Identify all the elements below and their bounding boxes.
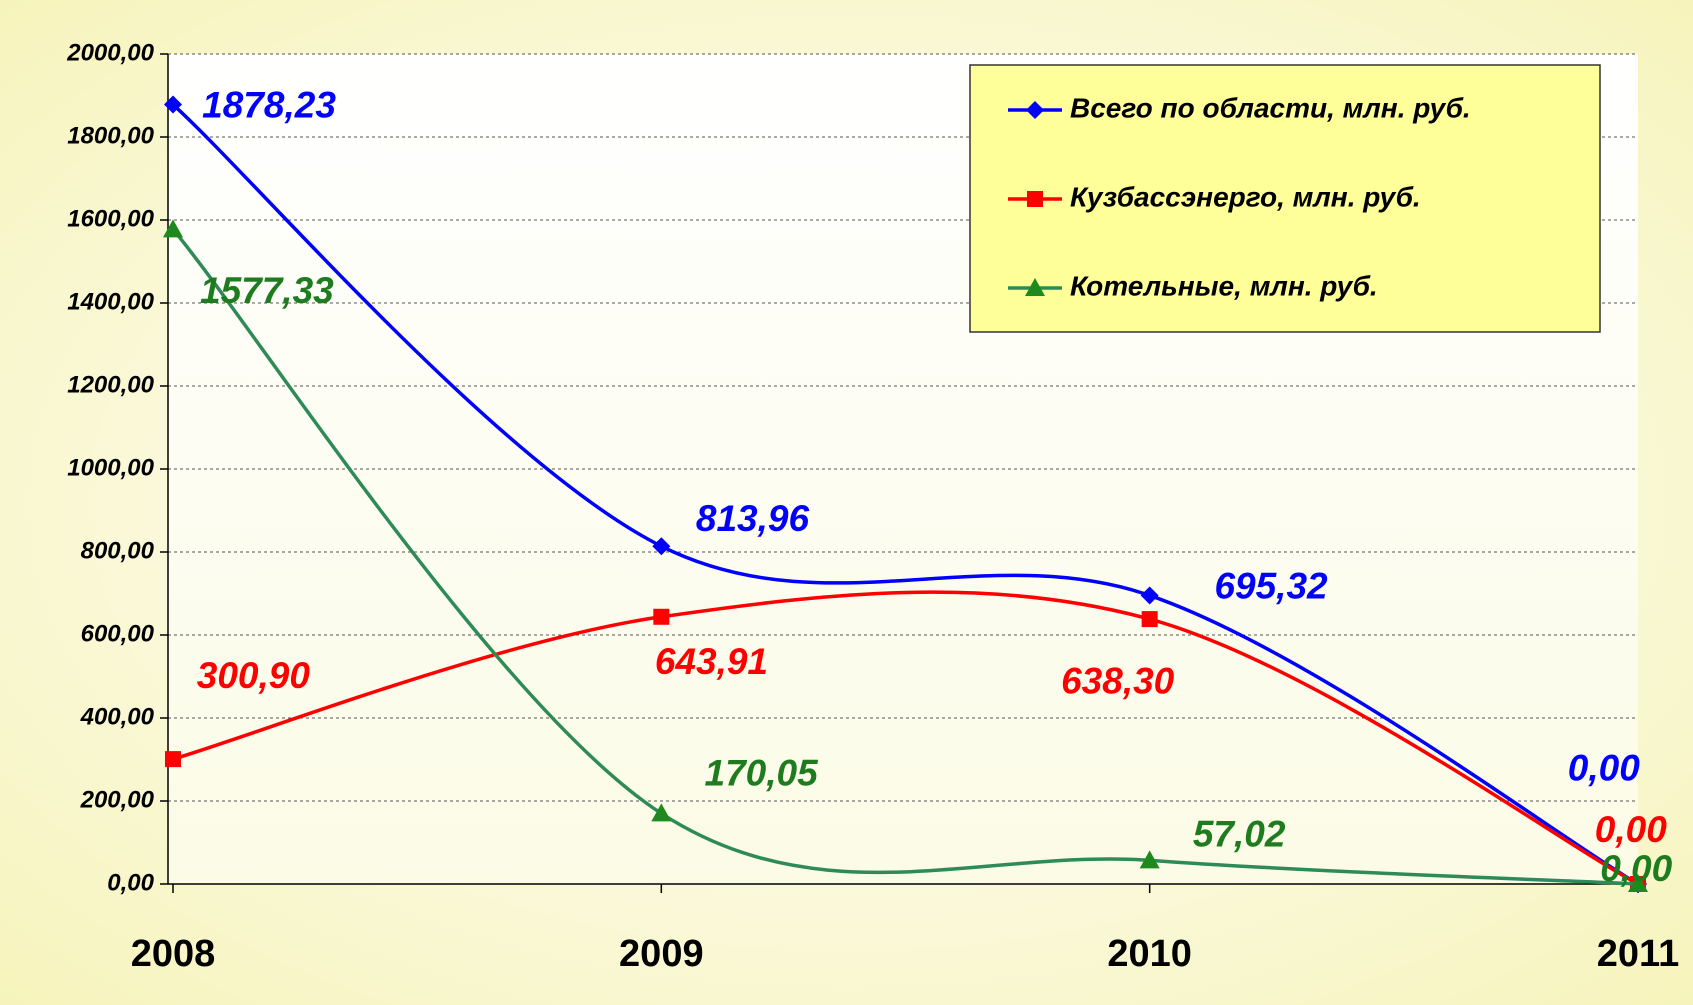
y-tick-label: 200,00 bbox=[80, 786, 155, 813]
data-label: 300,90 bbox=[197, 655, 311, 696]
data-label: 0,00 bbox=[1600, 848, 1672, 889]
y-tick-label: 1600,00 bbox=[67, 205, 154, 232]
y-tick-label: 0,00 bbox=[107, 869, 154, 896]
series-line bbox=[171, 103, 1639, 886]
data-label: 57,02 bbox=[1193, 813, 1286, 854]
data-label: 695,32 bbox=[1214, 566, 1328, 607]
y-tick-label: 800,00 bbox=[81, 537, 155, 564]
y-tick-label: 1800,00 bbox=[67, 122, 154, 149]
series-line bbox=[171, 228, 1639, 886]
data-marker bbox=[1141, 611, 1158, 628]
data-marker bbox=[653, 608, 670, 625]
legend-label: Всего по области, млн. руб. bbox=[1070, 92, 1471, 123]
data-marker bbox=[652, 537, 671, 556]
data-marker bbox=[1139, 850, 1160, 869]
legend-marker bbox=[1025, 278, 1045, 296]
legend-marker bbox=[1026, 101, 1044, 119]
data-marker bbox=[1140, 586, 1159, 605]
data-marker bbox=[165, 751, 181, 768]
legend-label: Кузбассэнерго, млн. руб. bbox=[1070, 181, 1421, 212]
series-line bbox=[172, 590, 1639, 886]
data-label: 813,96 bbox=[696, 498, 810, 539]
data-label: 638,30 bbox=[1061, 661, 1175, 702]
x-tick-label: 2011 bbox=[1597, 933, 1679, 975]
data-label: 0,00 bbox=[1568, 747, 1640, 788]
data-label: 1878,23 bbox=[202, 85, 336, 126]
data-marker bbox=[163, 219, 183, 238]
y-tick-label: 2000,00 bbox=[66, 39, 154, 66]
data-label: 0,00 bbox=[1595, 809, 1667, 850]
y-tick-label: 600,00 bbox=[81, 620, 155, 647]
data-label: 643,91 bbox=[655, 641, 768, 682]
y-tick-label: 1200,00 bbox=[67, 371, 154, 398]
y-tick-label: 1000,00 bbox=[67, 454, 154, 481]
data-marker bbox=[651, 803, 672, 822]
data-label: 170,05 bbox=[705, 752, 820, 793]
legend-marker bbox=[1027, 191, 1043, 207]
legend-label: Котельные, млн. руб. bbox=[1070, 270, 1378, 301]
x-tick-label: 2010 bbox=[1107, 933, 1192, 975]
legend-box bbox=[969, 64, 1601, 333]
data-label: 1577,33 bbox=[200, 270, 334, 311]
y-tick-label: 400,00 bbox=[80, 703, 155, 730]
data-marker bbox=[164, 95, 182, 114]
x-tick-label: 2009 bbox=[619, 933, 704, 975]
x-tick-label: 2008 bbox=[131, 933, 216, 975]
y-tick-label: 1400,00 bbox=[67, 288, 154, 315]
data-marker bbox=[1628, 874, 1648, 892]
